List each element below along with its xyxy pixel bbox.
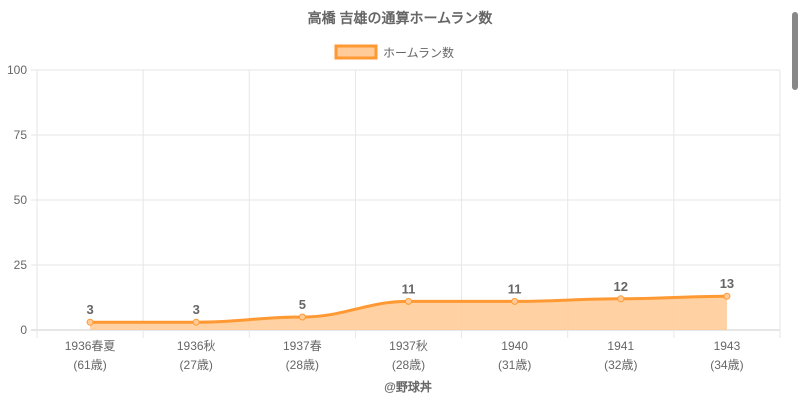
y-tick-label: 0 — [20, 323, 27, 337]
x-tick-label: 1941 — [607, 339, 634, 353]
data-point — [723, 292, 731, 300]
data-label: 3 — [86, 302, 93, 317]
legend-label: ホームラン数 — [383, 45, 454, 60]
chart-title: 高橋 吉雄の通算ホームラン数 — [308, 10, 494, 26]
data-point — [192, 318, 200, 326]
data-point — [405, 297, 412, 305]
data-label: 5 — [299, 297, 306, 312]
x-tick-sublabel: (31歳) — [498, 358, 531, 372]
legend-swatch — [334, 44, 378, 60]
scrollbar[interactable] — [792, 12, 798, 90]
x-tick-sublabel: (34歳) — [710, 358, 743, 372]
x-axis-label: @野球丼 — [384, 379, 432, 394]
x-tick-sublabel: (61歳) — [73, 358, 106, 372]
data-point — [617, 295, 625, 303]
x-tick-label: 1936春夏 — [65, 339, 116, 353]
x-tick-sublabel: (28歳) — [392, 358, 425, 372]
x-tick-label: 1943 — [714, 339, 741, 353]
series-area — [90, 296, 727, 330]
data-point — [86, 318, 94, 326]
x-tick-sublabel: (27歳) — [180, 358, 213, 372]
x-tick-label: 1937春 — [283, 339, 322, 353]
x-tick-sublabel: (28歳) — [286, 358, 319, 372]
data-point — [511, 297, 519, 305]
y-tick-label: 50 — [14, 193, 28, 207]
x-tick-label: 1940 — [501, 339, 528, 353]
data-point — [298, 313, 306, 321]
y-tick-label: 25 — [14, 258, 28, 272]
data-label: 11 — [508, 281, 522, 296]
data-label: 11 — [402, 281, 416, 296]
data-label: 13 — [720, 276, 734, 291]
data-label: 3 — [193, 302, 200, 317]
y-tick-label: 100 — [7, 63, 27, 77]
y-tick-label: 75 — [14, 128, 28, 142]
x-tick-label: 1936秋 — [177, 339, 216, 353]
x-tick-label: 1937秋 — [389, 339, 428, 353]
data-label: 12 — [614, 279, 628, 294]
x-tick-sublabel: (32歳) — [604, 358, 637, 372]
